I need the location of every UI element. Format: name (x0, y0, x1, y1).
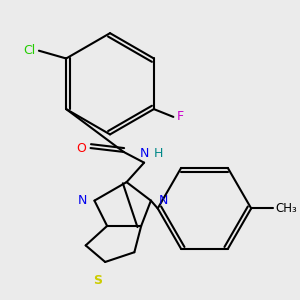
Text: H: H (154, 147, 164, 160)
Text: O: O (76, 142, 86, 154)
Text: Cl: Cl (24, 44, 36, 57)
Text: N: N (77, 194, 87, 207)
Text: N: N (159, 194, 168, 207)
Text: N: N (140, 147, 149, 160)
Text: F: F (176, 110, 183, 123)
Text: S: S (93, 274, 102, 287)
Text: CH₃: CH₃ (275, 202, 297, 215)
